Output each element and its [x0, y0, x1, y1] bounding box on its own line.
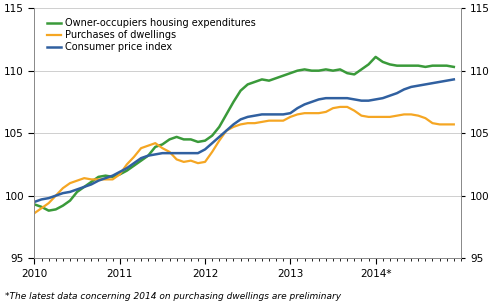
Purchases of dwellings	[138, 146, 144, 150]
Owner-occupiers housing expenditures	[32, 202, 38, 206]
Owner-occupiers housing expenditures	[145, 154, 151, 157]
Purchases of dwellings	[166, 150, 172, 154]
Consumer price index	[451, 78, 457, 81]
Purchases of dwellings	[32, 211, 38, 215]
Purchases of dwellings	[174, 157, 180, 161]
Owner-occupiers housing expenditures	[110, 175, 116, 179]
Legend: Owner-occupiers housing expenditures, Purchases of dwellings, Consumer price ind: Owner-occupiers housing expenditures, Pu…	[43, 16, 259, 55]
Line: Owner-occupiers housing expenditures: Owner-occupiers housing expenditures	[35, 57, 454, 211]
Purchases of dwellings	[337, 105, 343, 109]
Owner-occupiers housing expenditures	[181, 138, 187, 141]
Consumer price index	[32, 200, 38, 204]
Consumer price index	[174, 151, 180, 155]
Consumer price index	[152, 153, 158, 156]
Owner-occupiers housing expenditures	[160, 143, 165, 146]
Consumer price index	[166, 151, 172, 155]
Consumer price index	[294, 106, 300, 110]
Owner-occupiers housing expenditures	[174, 135, 180, 139]
Consumer price index	[103, 176, 109, 180]
Line: Purchases of dwellings: Purchases of dwellings	[35, 107, 454, 213]
Purchases of dwellings	[152, 141, 158, 145]
Owner-occupiers housing expenditures	[372, 55, 378, 59]
Consumer price index	[138, 156, 144, 160]
Owner-occupiers housing expenditures	[302, 67, 308, 71]
Owner-occupiers housing expenditures	[451, 65, 457, 69]
Line: Consumer price index: Consumer price index	[35, 79, 454, 202]
Purchases of dwellings	[294, 112, 300, 116]
Purchases of dwellings	[103, 178, 109, 181]
Owner-occupiers housing expenditures	[46, 209, 52, 212]
Purchases of dwellings	[451, 123, 457, 126]
Text: *The latest data concerning 2014 on purchasing dwellings are preliminary: *The latest data concerning 2014 on purc…	[5, 292, 341, 301]
